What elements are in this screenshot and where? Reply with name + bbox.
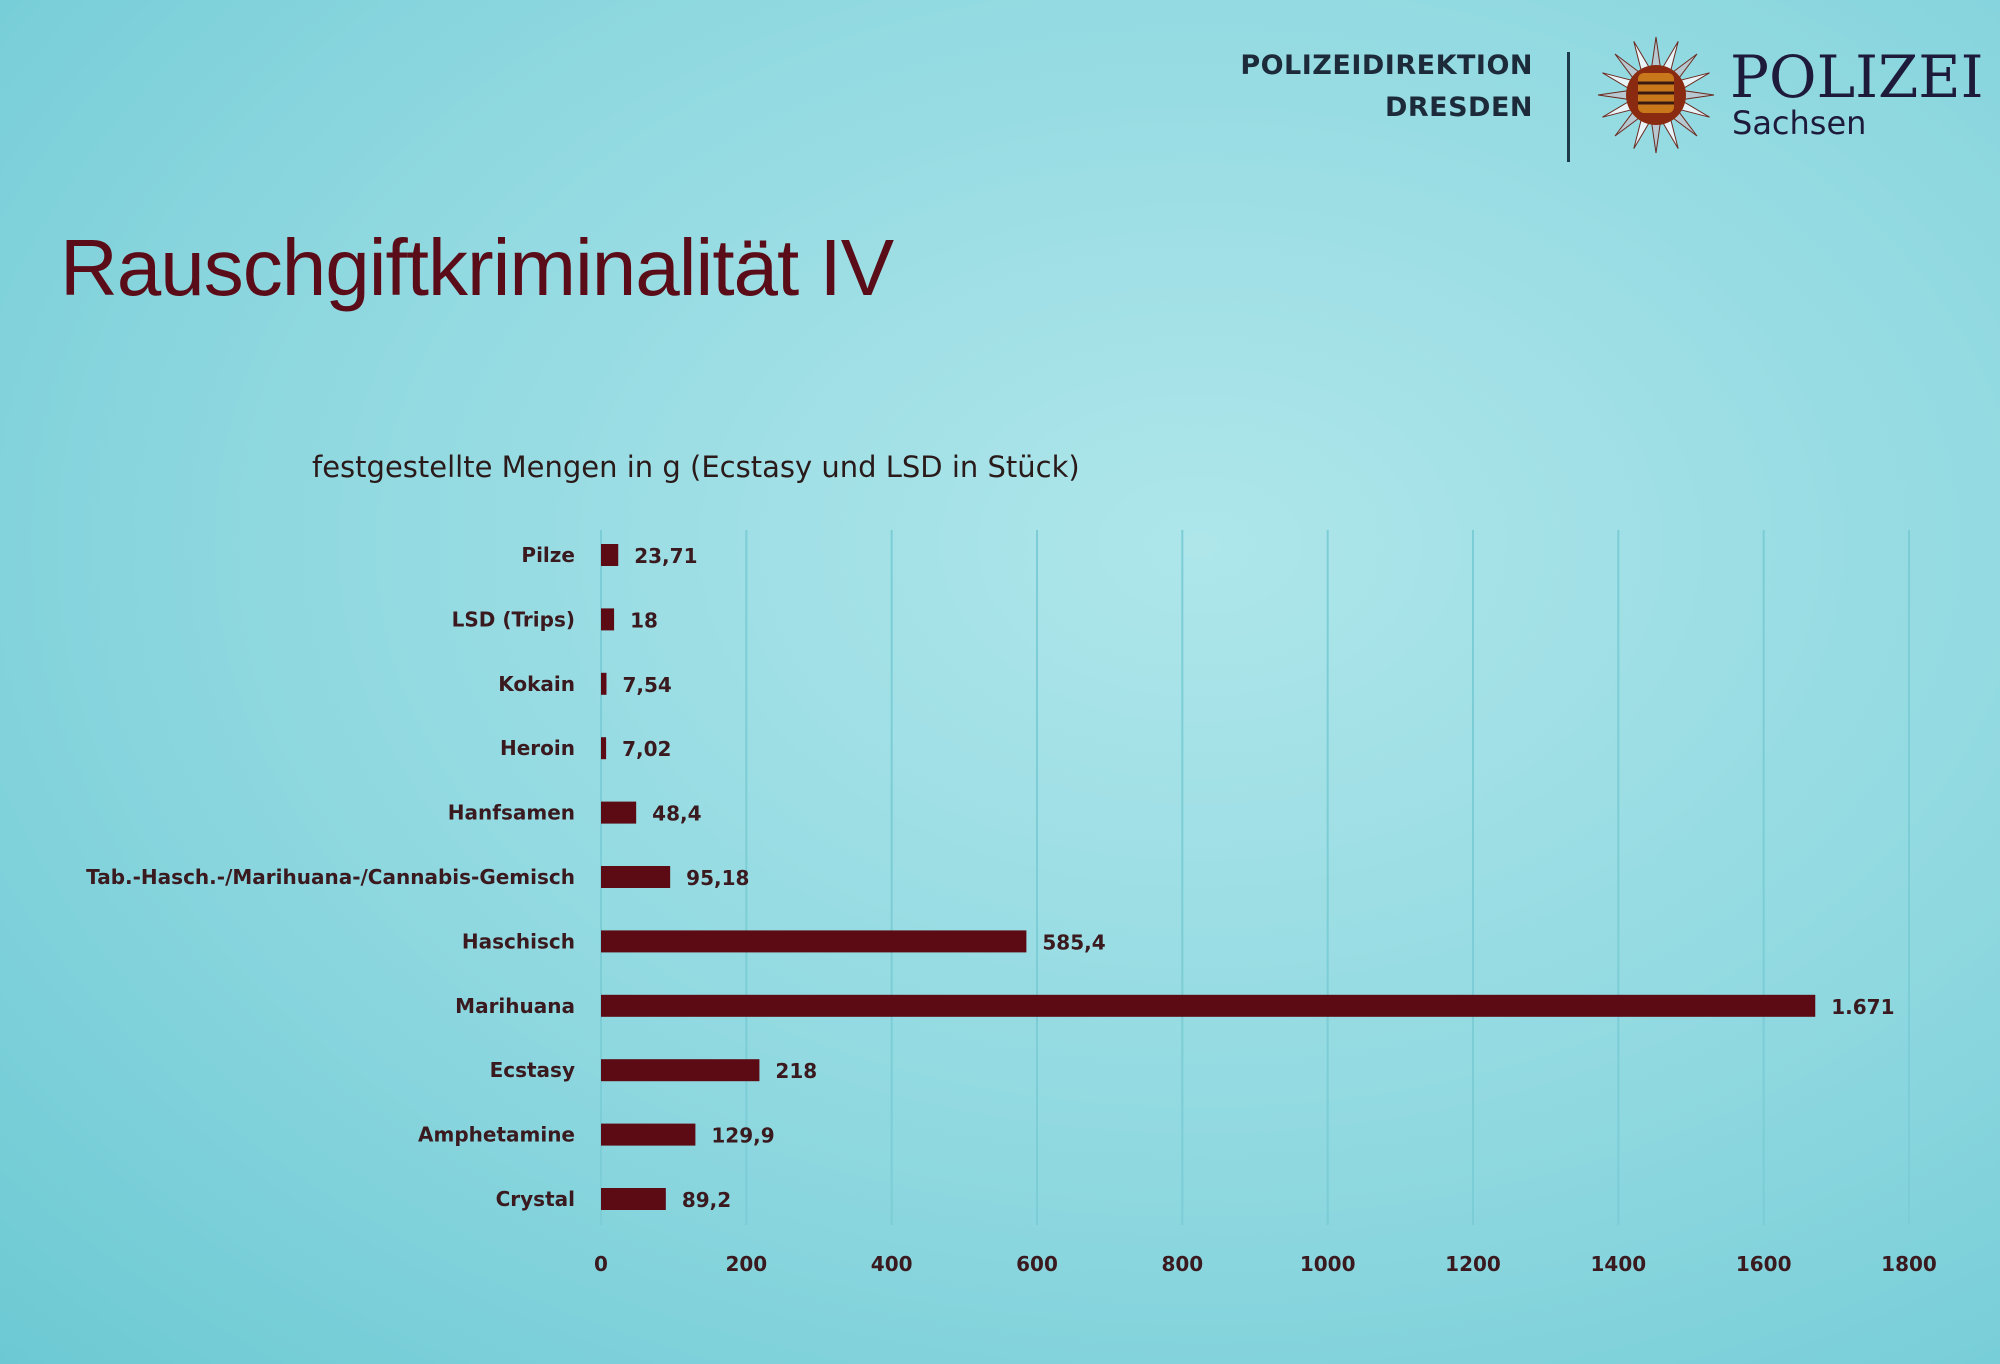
category-label: Haschisch (462, 929, 575, 953)
bar (601, 930, 1027, 953)
data-label: 18 (630, 608, 658, 632)
x-tick-label: 400 (871, 1252, 913, 1276)
data-label: 218 (775, 1059, 817, 1083)
data-label: 95,18 (686, 866, 749, 890)
category-label: LSD (Trips) (452, 607, 575, 631)
bar (601, 994, 1816, 1017)
org-line-1: POLIZEIDIREKTION (1240, 50, 1533, 81)
category-label: Crystal (496, 1187, 575, 1211)
x-tick-label: 800 (1161, 1252, 1203, 1276)
category-label: Heroin (500, 736, 575, 760)
category-label: Marihuana (455, 994, 575, 1018)
x-tick-label: 1000 (1300, 1252, 1356, 1276)
data-label: 7,54 (622, 673, 671, 697)
category-label: Ecstasy (490, 1058, 575, 1082)
bar (601, 737, 607, 760)
chart-title: festgestellte Mengen in g (Ecstasy und L… (312, 450, 1080, 484)
x-tick-label: 1200 (1445, 1252, 1501, 1276)
data-label: 585,4 (1042, 930, 1105, 954)
data-label: 129,9 (711, 1124, 774, 1148)
data-label: 7,02 (622, 737, 671, 761)
category-label: Pilze (521, 543, 575, 567)
x-tick-label: 1600 (1736, 1252, 1792, 1276)
bar (601, 1123, 696, 1146)
bar (601, 866, 671, 888)
x-tick-label: 1400 (1590, 1252, 1646, 1276)
org-name: POLIZEIDIREKTION DRESDEN (1240, 45, 1533, 129)
category-label: Amphetamine (418, 1123, 575, 1147)
logo-polizei: POLIZEI (1730, 43, 1984, 111)
slide-title: Rauschgiftkriminalität IV (60, 223, 894, 312)
data-label: 23,71 (634, 544, 697, 568)
data-label: 1.671 (1831, 995, 1894, 1019)
x-tick-label: 0 (594, 1252, 608, 1276)
bar (601, 608, 615, 631)
category-label: Tab.-Hasch.-/Marihuana-/Cannabis-Gemisch (86, 865, 575, 889)
bar (601, 801, 637, 824)
police-star-logo-icon (1597, 36, 1715, 154)
org-line-2: DRESDEN (1384, 92, 1533, 123)
x-tick-label: 1800 (1881, 1252, 1937, 1276)
x-tick-label: 600 (1016, 1252, 1058, 1276)
category-label: Kokain (498, 672, 575, 696)
data-label: 89,2 (682, 1188, 731, 1212)
bar (601, 544, 619, 566)
x-tick-label: 200 (725, 1252, 767, 1276)
logo-sachsen: Sachsen (1732, 104, 1867, 142)
category-label: Hanfsamen (448, 801, 575, 825)
bar (601, 1188, 666, 1210)
data-label: 48,4 (652, 802, 701, 826)
header-divider (1567, 52, 1570, 162)
bar (601, 1059, 760, 1082)
bar (601, 672, 607, 695)
